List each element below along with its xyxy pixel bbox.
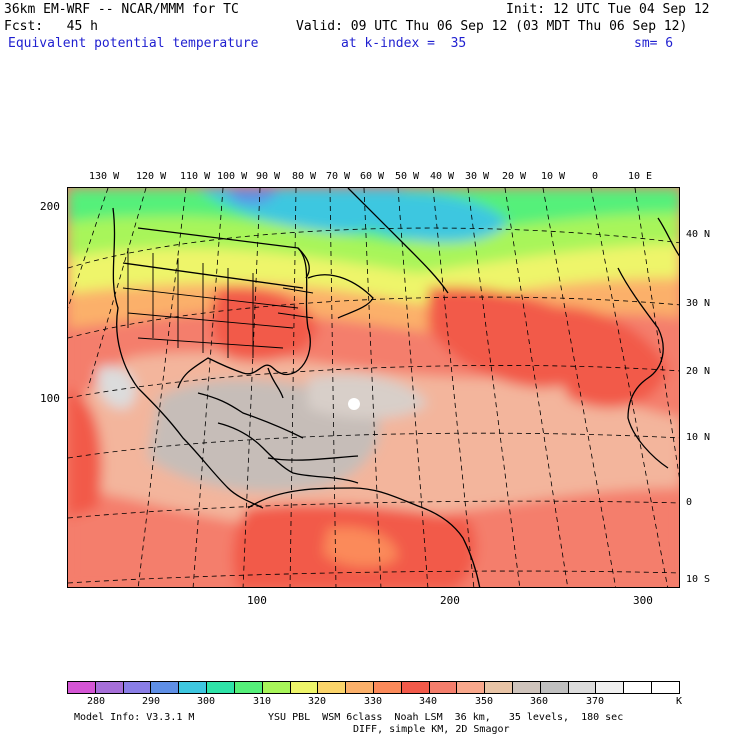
y-index-label: 100 bbox=[40, 392, 60, 405]
colorbar-cell bbox=[652, 682, 679, 693]
colorbar-label: 320 bbox=[308, 696, 327, 707]
lon-label: 10 E bbox=[628, 171, 653, 182]
colorbar-cell bbox=[540, 682, 569, 693]
lon-label: 10 W bbox=[541, 171, 566, 182]
colorbar bbox=[67, 681, 680, 694]
colorbar-label: 340 bbox=[419, 696, 438, 707]
y-index-label: 200 bbox=[40, 200, 60, 213]
colorbar-cell bbox=[179, 682, 208, 693]
lon-label: 70 W bbox=[326, 171, 351, 182]
lat-lon-grid bbox=[68, 188, 679, 587]
x-index-label: 300 bbox=[633, 594, 653, 607]
colorbar-label: 280 bbox=[87, 696, 106, 707]
field-shading bbox=[68, 188, 679, 587]
lon-label: 80 W bbox=[292, 171, 317, 182]
map-panel bbox=[67, 187, 680, 588]
colorbar-cell bbox=[457, 682, 486, 693]
colorbar-label: 350 bbox=[475, 696, 494, 707]
lat-label: 10 N bbox=[686, 432, 711, 443]
colorbar-cell bbox=[290, 682, 319, 693]
colorbar-cell bbox=[234, 682, 263, 693]
lon-label: 40 W bbox=[430, 171, 455, 182]
colorbar-cell bbox=[513, 682, 541, 693]
lon-label: 90 W bbox=[256, 171, 281, 182]
lon-label: 60 W bbox=[360, 171, 385, 182]
colorbar-cell bbox=[596, 682, 625, 693]
diffusion-info: DIFF, simple KM, 2D Smagor bbox=[353, 724, 510, 735]
x-index-label: 100 bbox=[247, 594, 267, 607]
lat-label: 20 N bbox=[686, 366, 711, 377]
colorbar-cell bbox=[123, 682, 152, 693]
colorbar-cell bbox=[485, 682, 513, 693]
lon-label: 20 W bbox=[502, 171, 527, 182]
colorbar-label: 300 bbox=[197, 696, 216, 707]
x-index-label: 200 bbox=[440, 594, 460, 607]
colorbar-cell bbox=[568, 682, 597, 693]
model-title: 36km EM-WRF -- NCAR/MMM for TC bbox=[4, 2, 239, 17]
colorbar-cell bbox=[401, 682, 430, 693]
colorbar-cell bbox=[373, 682, 402, 693]
colorbar-label: 370 bbox=[586, 696, 605, 707]
colorbar-unit: K bbox=[676, 696, 683, 707]
field-name: Equivalent potential temperature bbox=[8, 36, 259, 51]
lon-label: 100 W bbox=[217, 171, 248, 182]
init-time: Init: 12 UTC Tue 04 Sep 12 bbox=[506, 2, 710, 17]
colorbar-cell bbox=[68, 682, 96, 693]
lat-label: 10 S bbox=[686, 574, 711, 585]
physics-info: YSU PBL WSM 6class Noah LSM 36 km, 35 le… bbox=[268, 712, 624, 723]
lon-label: 50 W bbox=[395, 171, 420, 182]
colorbar-label: 360 bbox=[530, 696, 549, 707]
lon-label: 120 W bbox=[136, 171, 167, 182]
lon-label: 130 W bbox=[89, 171, 120, 182]
lon-label: 110 W bbox=[180, 171, 211, 182]
colorbar-cell bbox=[151, 682, 180, 693]
colorbar-cell bbox=[207, 682, 235, 693]
lat-label: 40 N bbox=[686, 229, 711, 240]
colorbar-label: 310 bbox=[253, 696, 272, 707]
colorbar-cell bbox=[624, 682, 653, 693]
colorbar-cell bbox=[346, 682, 374, 693]
smoothing-info: sm= 6 bbox=[634, 36, 674, 51]
lon-label: 0 bbox=[592, 171, 599, 182]
model-info: Model Info: V3.3.1 M bbox=[74, 712, 195, 723]
colorbar-cell bbox=[262, 682, 291, 693]
map-field-svg bbox=[68, 188, 679, 587]
forecast-hour: Fcst: 45 h bbox=[4, 19, 98, 34]
lat-label: 0 bbox=[686, 497, 693, 508]
colorbar-label: 290 bbox=[142, 696, 161, 707]
colorbar-cell bbox=[95, 682, 124, 693]
lon-label: 30 W bbox=[465, 171, 490, 182]
colorbar-cell bbox=[318, 682, 347, 693]
lat-label: 30 N bbox=[686, 298, 711, 309]
level-info: at k-index = 35 bbox=[341, 36, 467, 51]
valid-time: Valid: 09 UTC Thu 06 Sep 12 (03 MDT Thu … bbox=[296, 19, 688, 34]
storm-center-spot bbox=[348, 398, 360, 410]
colorbar-cell bbox=[429, 682, 458, 693]
colorbar-label: 330 bbox=[364, 696, 383, 707]
political-boundaries bbox=[122, 248, 314, 358]
